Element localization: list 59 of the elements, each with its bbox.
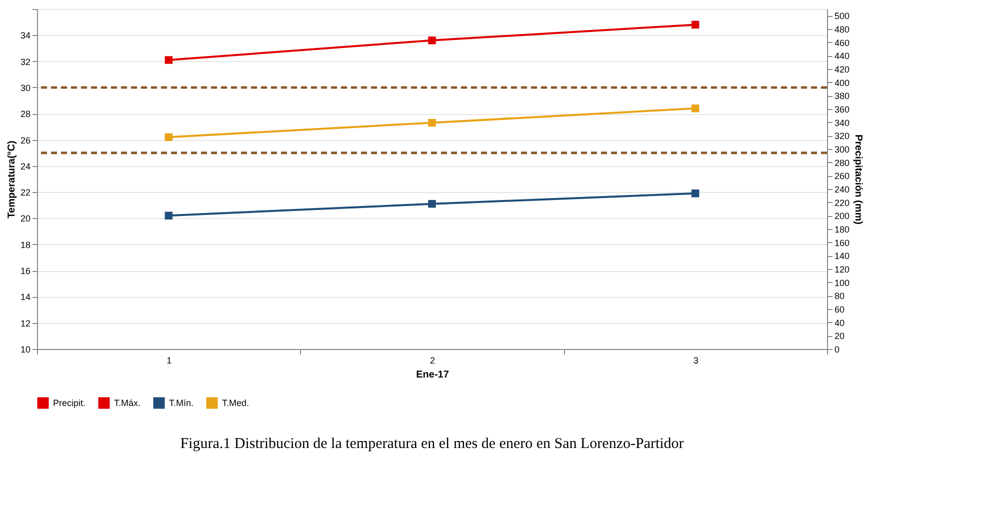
- y2-tick-label: 360: [834, 104, 850, 114]
- y2-tick-label: 20: [834, 331, 845, 342]
- y-tick-label: 20: [20, 214, 30, 224]
- x-tick-label: 3: [693, 356, 698, 366]
- y2-tick-label: 80: [834, 291, 845, 302]
- y-axis-title: Temperatura(°C): [6, 140, 18, 218]
- y2-tick-label: 140: [834, 251, 850, 262]
- y2-tick-label: 40: [834, 318, 845, 328]
- y2-tick-label: 160: [834, 238, 850, 248]
- y2-tick-label: 400: [834, 78, 850, 88]
- point: [691, 20, 700, 29]
- point: [164, 56, 173, 64]
- point: [691, 190, 700, 198]
- point: [164, 133, 173, 142]
- point: [164, 212, 173, 220]
- legend-label: T.Máx.: [114, 398, 141, 408]
- y2-tick-label: 340: [834, 118, 850, 128]
- y2-tick-label: 480: [834, 24, 850, 34]
- y-tick-label: 18: [20, 240, 30, 250]
- legend-label: Precipit.: [53, 398, 86, 408]
- y-tick-label: 34: [20, 30, 30, 41]
- y-tick-label: 10: [20, 344, 30, 354]
- y2-tick-label: 280: [834, 158, 850, 168]
- y2-tick-label: 260: [834, 171, 850, 182]
- x-axis-title: Ene-17: [416, 370, 450, 380]
- y-tick-label: 16: [20, 266, 30, 276]
- x-tick-label: 1: [166, 356, 172, 366]
- legend-label: T.Mín.: [169, 398, 194, 408]
- y2-tick-label: 300: [834, 144, 850, 154]
- y2-tick-label: 60: [834, 304, 845, 314]
- y2-tick-label: 440: [834, 51, 850, 62]
- y2-tick-label: 200: [834, 211, 850, 222]
- point: [691, 104, 700, 112]
- y2-tick-label: 180: [834, 224, 850, 234]
- y2-tick-label: 460: [834, 38, 850, 48]
- point: [428, 200, 436, 208]
- y-tick-label: 32: [20, 56, 30, 67]
- y-tick-label: 30: [20, 82, 30, 93]
- y-tick-label: 26: [20, 135, 30, 146]
- y2-tick-label: 500: [834, 11, 850, 22]
- y2-tick-label: 0: [834, 344, 840, 354]
- point: [428, 36, 436, 44]
- y2-tick-label: 240: [834, 184, 850, 194]
- y2-tick-label: 420: [834, 64, 850, 74]
- legend-label: T.Med.: [222, 398, 250, 408]
- y2-tick-label: 100: [834, 278, 850, 288]
- y-tick-label: 22: [20, 188, 30, 198]
- text: Figura.1 Distribucion de la temperatura en el mes de enero en San Lorenzo-Partidor: [180, 436, 684, 452]
- y2-tick-label: 380: [834, 91, 850, 102]
- y-tick-label: 28: [20, 109, 30, 120]
- x-tick-label: 2: [430, 356, 436, 366]
- y2-tick-label: 320: [834, 131, 850, 142]
- y2-tick-label: 220: [834, 198, 850, 208]
- y2-tick-label: 120: [834, 264, 850, 274]
- y-tick-label: 24: [20, 161, 30, 172]
- y2-axis-title: Precipitación (mm): [852, 134, 864, 225]
- y-tick-label: 14: [20, 292, 30, 302]
- point: [428, 118, 436, 127]
- y-tick-label: 12: [20, 318, 30, 328]
